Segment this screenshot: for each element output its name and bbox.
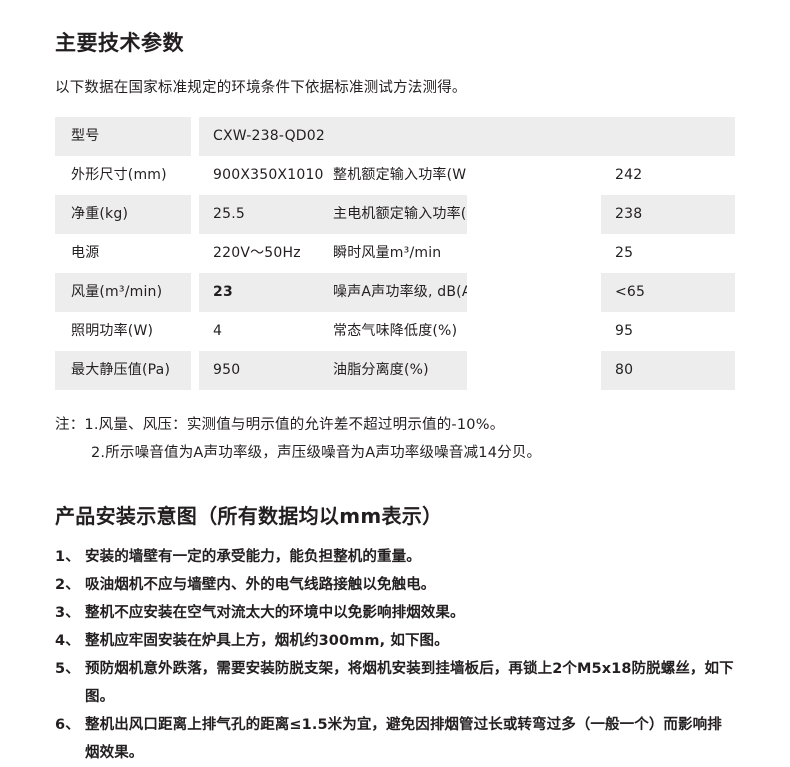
param-value: 80 [601, 351, 735, 391]
param-value-cell: 80 [601, 351, 735, 391]
table-row-model: 型号 CXW-238-QD02 [55, 117, 735, 157]
list-item-number: 6、 [55, 717, 80, 734]
list-item: 4、 整机应牢固安装在炉具上方，烟机约300mm, 如下图。 [55, 627, 735, 655]
install-section-title: 产品安装示意图（所有数据均以mm表示） [55, 504, 443, 529]
install-instruction-list: 1、 安装的墙壁有一定的承受能力，能负担整机的重量。 2、 吸油烟机不应与墙壁内… [55, 529, 735, 767]
list-item: 6、 整机出风口距离上排气孔的距离≤1.5米为宜，避免因排烟管过长或转弯过多（一… [55, 711, 735, 767]
param-value: 900X350X1010 [213, 167, 324, 184]
specs-subtitle: 以下数据在国家标准规定的环境条件下依据标准测试方法测得。 [55, 80, 467, 97]
param-label: 油脂分离度(%) [333, 351, 467, 391]
param-value-cell: 900X350X1010 [199, 156, 333, 195]
param-label: 风量(m³/min) [55, 273, 191, 313]
list-item-text: 安装的墙壁有一定的承受能力，能负担整机的重量。 [85, 549, 421, 566]
param-value: 25 [615, 245, 634, 262]
param-label: 外形尺寸(mm) [71, 167, 167, 184]
param-value: 25.5 [199, 195, 333, 235]
param-value-cell: 95 [601, 312, 735, 351]
column-gap [191, 117, 199, 157]
list-item-number: 1、 [55, 549, 80, 566]
specs-notes: 注：1.风量、风压：实测值与明示值的允许差不超过明示值的-10%。 2.所示噪音… [55, 390, 735, 467]
table-row: 风量(m³/min) 23 噪声A声功率级, dB(A) <65 [55, 273, 735, 313]
param-label-cell: 常态气味降低度(%) [333, 312, 467, 351]
model-value: CXW-238-QD02 [199, 117, 735, 157]
page-title: 主要技术参数 [55, 31, 184, 55]
param-label: 噪声A声功率级, dB(A) [333, 273, 467, 313]
column-gap [191, 312, 199, 351]
list-item: 1、 安装的墙壁有一定的承受能力，能负担整机的重量。 [55, 543, 735, 571]
list-item-number: 2、 [55, 577, 80, 594]
param-value-cell: 950 [199, 351, 333, 391]
column-gap [191, 156, 199, 195]
column-gap [191, 195, 199, 235]
list-item-number: 5、 [55, 661, 80, 678]
specifications-table: 型号 CXW-238-QD02 外形尺寸(mm) 900X350X1010 整机… [55, 117, 735, 391]
column-gap [467, 195, 601, 235]
table-row: 最大静压值(Pa) 950 油脂分离度(%) 80 [55, 351, 735, 391]
column-gap [467, 351, 601, 391]
param-value-cell: 220V～50Hz [199, 234, 333, 273]
param-label-cell: 最大静压值(Pa) [55, 351, 191, 391]
list-item-number: 4、 [55, 633, 80, 650]
param-label: 常态气味降低度(%) [333, 323, 458, 340]
list-item: 3、 整机不应安装在空气对流太大的环境中以免影响排烟效果。 [55, 599, 735, 627]
list-item-text: 吸油烟机不应与墙壁内、外的电气线路接触以免触电。 [85, 577, 436, 594]
column-gap [191, 234, 199, 273]
column-gap [467, 234, 601, 273]
param-label: 净重(kg) [55, 195, 191, 235]
param-label-cell: 噪声A声功率级, dB(A) [333, 273, 467, 313]
column-gap [467, 312, 601, 351]
param-label: 瞬时风量m³/min [333, 245, 442, 262]
list-item-number: 3、 [55, 605, 80, 622]
param-value: 950 [199, 351, 333, 391]
column-gap [467, 273, 601, 313]
param-value: 23 [199, 273, 333, 313]
list-item-text: 整机不应安装在空气对流太大的环境中以免影响排烟效果。 [85, 605, 465, 622]
param-label-cell: 瞬时风量m³/min [333, 234, 467, 273]
param-label: 最大静压值(Pa) [55, 351, 191, 391]
param-label-cell: 照明功率(W) [55, 312, 191, 351]
param-value: 95 [615, 323, 634, 340]
model-label: 型号 [55, 117, 191, 157]
model-label-cell: 型号 [55, 117, 191, 157]
note-line-2: 2.所示噪音值为A声功率级，声压级噪音为A声功率级噪音减14分贝。 [91, 445, 542, 462]
table-row: 照明功率(W) 4 常态气味降低度(%) 95 [55, 312, 735, 351]
param-label-cell: 外形尺寸(mm) [55, 156, 191, 195]
param-label-cell: 整机额定输入功率(W) [333, 156, 467, 195]
spec-sheet-page: 主要技术参数 以下数据在国家标准规定的环境条件下依据标准测试方法测得。 型号 C… [55, 31, 735, 761]
table-row: 净重(kg) 25.5 主电机额定输入功率(W) 238 [55, 195, 735, 235]
param-label-cell: 净重(kg) [55, 195, 191, 235]
param-value-cell: 238 [601, 195, 735, 235]
list-item-text: 整机应牢固安装在炉具上方，烟机约300mm, 如下图。 [85, 633, 449, 650]
param-label-cell: 电源 [55, 234, 191, 273]
param-value: 238 [601, 195, 735, 235]
list-item: 2、 吸油烟机不应与墙壁内、外的电气线路接触以免触电。 [55, 571, 735, 599]
param-label: 照明功率(W) [71, 323, 154, 340]
param-label-cell: 油脂分离度(%) [333, 351, 467, 391]
column-gap [467, 156, 601, 195]
param-value: 4 [213, 323, 223, 340]
param-label-cell: 主电机额定输入功率(W) [333, 195, 467, 235]
param-value-cell: 25.5 [199, 195, 333, 235]
param-label: 整机额定输入功率(W) [333, 167, 467, 184]
param-value-cell: 242 [601, 156, 735, 195]
param-value: 242 [615, 167, 643, 184]
param-value-cell: 4 [199, 312, 333, 351]
column-gap [191, 351, 199, 391]
column-gap [191, 273, 199, 313]
list-item-text: 整机出风口距离上排气孔的距离≤1.5米为宜，避免因排烟管过长或转弯过多（一般一个… [85, 717, 722, 762]
param-value: <65 [601, 273, 735, 313]
note-line-1: 注：1.风量、风压：实测值与明示值的允许差不超过明示值的-10%。 [55, 417, 505, 434]
table-row: 电源 220V～50Hz 瞬时风量m³/min 25 [55, 234, 735, 273]
table-row: 外形尺寸(mm) 900X350X1010 整机额定输入功率(W) 242 [55, 156, 735, 195]
param-value-cell: 25 [601, 234, 735, 273]
param-value-cell: <65 [601, 273, 735, 313]
model-value-cell: CXW-238-QD02 [199, 117, 735, 157]
param-value: 220V～50Hz [213, 245, 301, 262]
param-label-cell: 风量(m³/min) [55, 273, 191, 313]
param-label: 主电机额定输入功率(W) [333, 195, 467, 235]
param-label: 电源 [71, 245, 100, 262]
list-item-text: 预防烟机意外跌落，需要安装防脱支架，将烟机安装到挂墙板后，再锁上2个M5x18防… [85, 661, 734, 706]
param-value-cell: 23 [199, 273, 333, 313]
list-item: 5、 预防烟机意外跌落，需要安装防脱支架，将烟机安装到挂墙板后，再锁上2个M5x… [55, 655, 735, 711]
